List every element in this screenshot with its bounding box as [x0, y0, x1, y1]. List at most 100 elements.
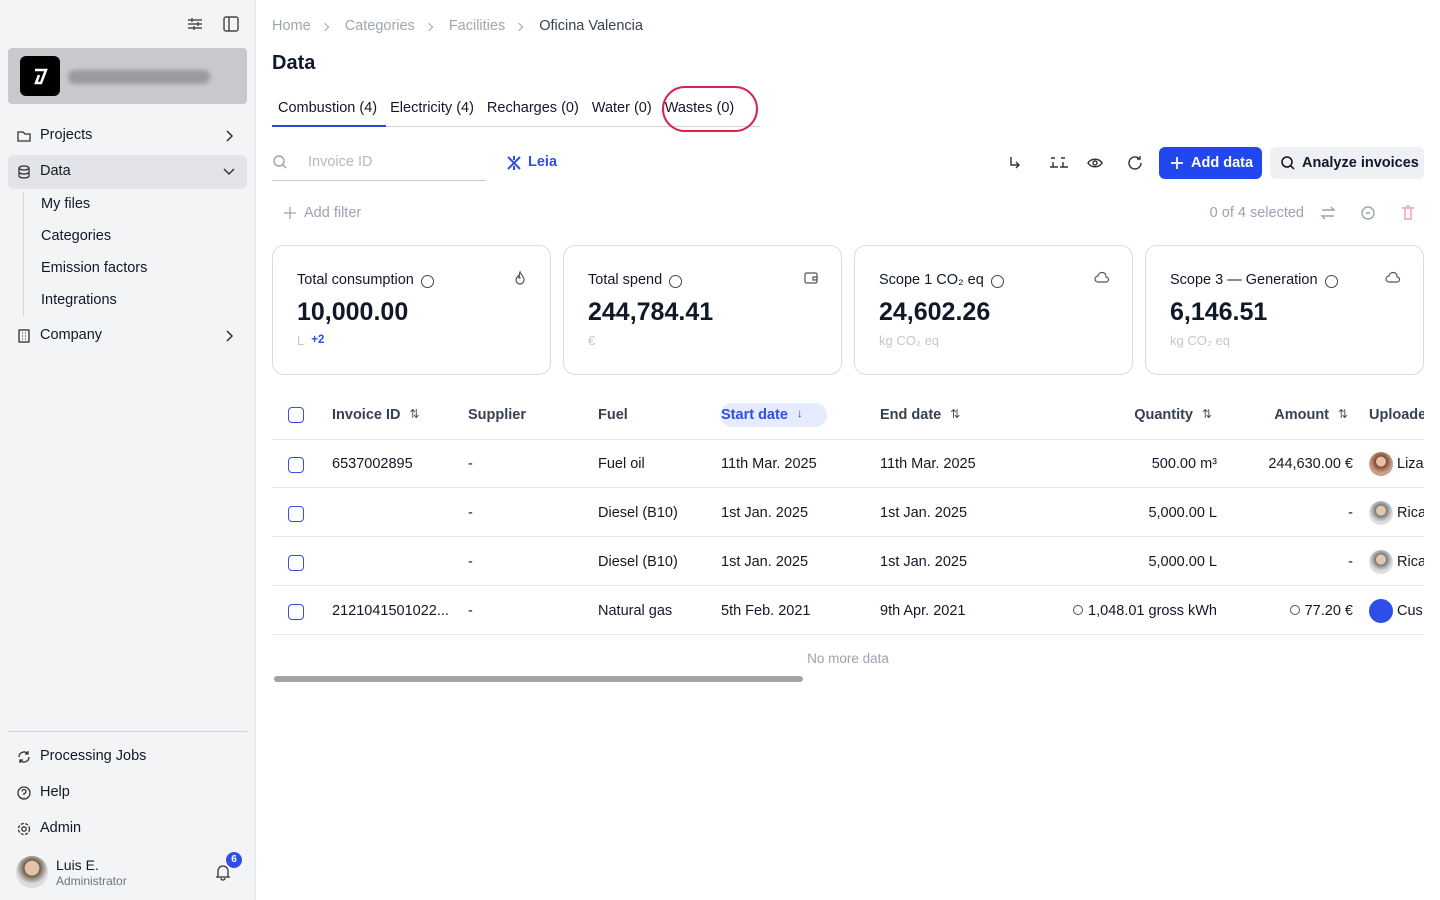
table-cell: Diesel (B10): [598, 554, 678, 570]
column-header[interactable]: Start date: [721, 407, 788, 423]
card-value: 244,784.41: [588, 298, 714, 326]
chevron: [223, 168, 235, 176]
checkbox[interactable]: [288, 506, 304, 522]
breadcrumb-item[interactable]: Home: [272, 18, 311, 34]
card-title: Scope 1 CO₂ eq: [879, 272, 984, 288]
bottom-nav-item[interactable]: Admin: [40, 820, 82, 836]
column-header[interactable]: Uploade: [1369, 407, 1424, 423]
leia-button[interactable]: Leia: [528, 154, 558, 170]
sort-icon: ⇅: [409, 407, 420, 421]
sort-icon: ⇅: [950, 407, 961, 421]
column-header[interactable]: Amount: [1274, 407, 1329, 423]
breadcrumb-item[interactable]: Facilities: [448, 18, 506, 34]
bottom-nav-item[interactable]: Help: [40, 784, 70, 800]
table-cell: -: [1348, 505, 1353, 521]
table-cell: -: [468, 456, 473, 472]
card-icon: [804, 272, 818, 284]
table-cell: 77.20 €: [1290, 603, 1353, 619]
bulk-icons[interactable]: [1320, 204, 1420, 222]
card-unit: kg CO₂ eq: [879, 333, 939, 348]
card-value: 10,000.00: [297, 298, 409, 326]
nav-active-bg: [8, 155, 247, 189]
column-header[interactable]: Invoice ID: [332, 407, 401, 423]
subnav-item[interactable]: Emission factors: [41, 260, 148, 276]
stat-card: Scope 1 CO₂ eq 24,602.26 kg CO₂ eq: [854, 245, 1133, 375]
subnav-item[interactable]: Integrations: [41, 292, 117, 308]
column-header[interactable]: Fuel: [598, 407, 628, 423]
tab[interactable]: Recharges (0): [486, 100, 579, 116]
table-cell: 1,048.01 gross kWh: [1073, 603, 1217, 619]
search-input[interactable]: Invoice ID: [308, 154, 373, 170]
table-cell[interactable]: 2121041501022...: [332, 603, 449, 619]
table-cell: -: [468, 554, 473, 570]
org-logo: [20, 56, 60, 96]
tab[interactable]: Water (0): [591, 100, 652, 116]
leia-icon: [507, 156, 521, 170]
tab-underline: [272, 125, 386, 127]
card-extra[interactable]: +2: [311, 334, 325, 346]
info-icon: [1324, 275, 1338, 288]
card-value: 24,602.26: [879, 298, 991, 326]
column-header[interactable]: Supplier: [468, 407, 527, 423]
card-icon: [515, 270, 525, 285]
nav-data[interactable]: Data: [40, 163, 71, 179]
avatar: [1369, 501, 1393, 525]
nav-projects[interactable]: Projects: [40, 127, 93, 143]
nav-icon: [17, 786, 31, 800]
table-cell: Fuel oil: [598, 456, 645, 472]
card-unit: L: [297, 333, 305, 348]
breadcrumb-separator: [320, 22, 329, 32]
scrollbar[interactable]: [274, 676, 803, 682]
nav-icon: [18, 751, 30, 763]
user-role: Administrator: [56, 874, 127, 888]
bell-icon[interactable]: [214, 863, 232, 881]
stat-card: Total consumption 10,000.00 L +2: [272, 245, 551, 375]
table-cell: 11th Mar. 2025: [880, 456, 976, 472]
user-avatar[interactable]: [16, 856, 48, 888]
row-border: [272, 585, 1424, 586]
table-cell: 1st Jan. 2025: [721, 505, 809, 521]
table-cell: Rica: [1397, 554, 1424, 570]
database-icon: [18, 165, 30, 179]
divider: [8, 731, 247, 732]
checkbox[interactable]: [288, 604, 304, 620]
sort-icon: ⇅: [1338, 407, 1349, 421]
column-header[interactable]: Quantity: [1134, 407, 1193, 423]
table-cell: -: [1348, 554, 1353, 570]
selection-count: 0 of 4 selected: [1209, 205, 1304, 221]
tab[interactable]: Wastes (0): [664, 100, 735, 116]
table-cell: 1st Jan. 2025: [880, 554, 968, 570]
info-icon: [990, 275, 1004, 288]
org-switcher[interactable]: [8, 48, 247, 104]
add-filter[interactable]: Add filter: [304, 205, 362, 221]
table-cell: Liza: [1397, 456, 1424, 472]
collapse-icon[interactable]: [222, 15, 240, 33]
sort-active-bg: [720, 403, 827, 427]
table: Invoice ID ⇅ Supplier Fuel Start date ↓ End da…: [272, 390, 1424, 690]
settings-icon[interactable]: [186, 15, 204, 33]
search-underline: [272, 180, 486, 181]
analyze-button[interactable]: Analyze invoices: [1270, 147, 1424, 179]
plus-icon: [284, 207, 296, 219]
subnav-item[interactable]: Categories: [41, 228, 112, 244]
checkbox[interactable]: [288, 555, 304, 571]
page-title: Data: [272, 52, 316, 74]
subnav-item[interactable]: My files: [41, 196, 91, 212]
toolbar-icons[interactable]: [1006, 154, 1146, 172]
nav-icon: [17, 822, 31, 836]
table-cell: 5th Feb. 2021: [721, 603, 811, 619]
row-border: [272, 439, 1424, 440]
search-icon: [1281, 156, 1295, 170]
column-header[interactable]: End date: [880, 407, 942, 423]
table-cell: 5,000.00 L: [1148, 505, 1217, 521]
chevron: [226, 330, 234, 342]
nav-company[interactable]: Company: [40, 327, 103, 343]
tab[interactable]: Combustion (4): [278, 100, 378, 116]
checkbox[interactable]: [288, 457, 304, 473]
checkbox[interactable]: [288, 407, 304, 423]
table-cell[interactable]: 6537002895: [332, 456, 413, 472]
breadcrumb-item[interactable]: Categories: [344, 18, 415, 34]
bottom-nav-item[interactable]: Processing Jobs: [40, 748, 147, 764]
tab[interactable]: Electricity (4): [390, 100, 474, 116]
avatar: [1369, 599, 1393, 623]
